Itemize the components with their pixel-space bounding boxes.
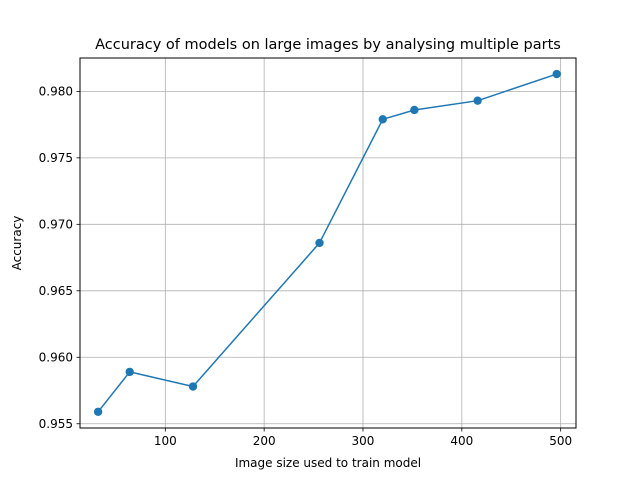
x-tick-label: 200 [253, 434, 276, 448]
data-point [378, 115, 387, 124]
y-tick-label: 0.975 [39, 151, 73, 165]
y-tick-label: 0.955 [39, 417, 73, 431]
y-tick-label: 0.965 [39, 284, 73, 298]
y-tick-label: 0.960 [39, 351, 73, 365]
y-axis-label: Accuracy [10, 216, 24, 271]
series-layer [93, 69, 561, 416]
x-tick-label: 100 [154, 434, 177, 448]
plot-area [80, 58, 576, 428]
data-point [473, 96, 482, 105]
y-tick-label: 0.980 [39, 85, 73, 99]
x-tick-label: 400 [450, 434, 473, 448]
x-tick-label: 500 [549, 434, 572, 448]
data-point [125, 367, 134, 377]
x-axis-label: Image size used to train model [235, 456, 421, 470]
data-point [315, 238, 324, 248]
data-point [188, 382, 198, 391]
data-point [410, 105, 419, 115]
data-point [552, 69, 561, 79]
grid-lines [80, 58, 576, 428]
chart-title: Accuracy of models on large images by an… [95, 37, 561, 53]
axis-ticks: 100 200 300 400 500 0.955 0.960 0.965 0.970 0.975… [39, 85, 572, 448]
data-point [93, 407, 103, 416]
y-tick-label: 0.970 [39, 218, 73, 232]
x-tick-label: 300 [352, 434, 375, 448]
plot-frame [79, 57, 577, 429]
series-line [97, 73, 557, 413]
